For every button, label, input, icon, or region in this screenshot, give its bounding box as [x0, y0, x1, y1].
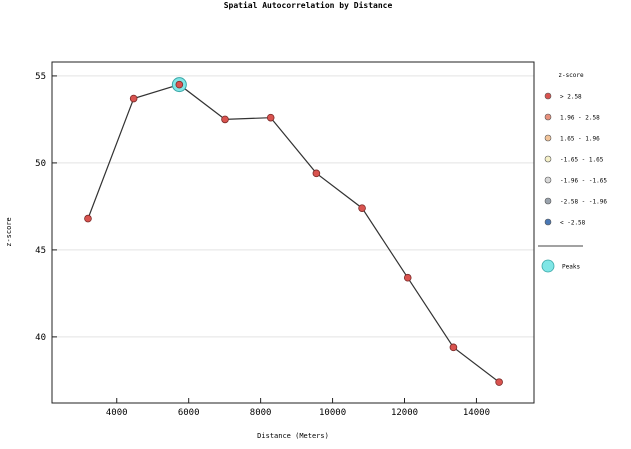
legend: z-score > 2.58 1.96 - 2.58 1.65 - 1.96 -1.65… [538, 72, 607, 273]
data-series [84, 77, 503, 386]
x-tick-label: 4000 [106, 408, 128, 418]
y-tick-label: 55 [35, 72, 46, 82]
data-point [403, 273, 412, 282]
legend-item-label: > 2.58 [560, 94, 582, 101]
plot-area [51, 61, 535, 404]
legend-item-label: 1.96 - 2.58 [560, 115, 600, 122]
grid [52, 75, 534, 338]
data-point [312, 169, 321, 178]
axis-ticks: 40 45 50 55 4000 6000 8000 10000 12000 14000 [35, 72, 490, 418]
series-line [87, 83, 500, 383]
y-tick-label: 40 [35, 333, 46, 343]
legend-swatch [544, 218, 552, 226]
legend-swatch [544, 197, 552, 205]
legend-swatch [544, 134, 552, 142]
data-point [129, 94, 138, 103]
data-point [449, 343, 458, 352]
chart-title: Spatial Autocorrelation by Distance [224, 0, 393, 10]
data-point [175, 80, 184, 89]
data-point [84, 214, 92, 223]
legend-item-label: 1.65 - 1.96 [560, 136, 600, 143]
x-axis-label: Distance (Meters) [257, 432, 329, 440]
data-point [221, 115, 229, 124]
legend-swatch [544, 113, 552, 121]
y-tick-label: 45 [35, 246, 46, 256]
x-tick-label: 12000 [391, 408, 418, 418]
legend-swatch [544, 155, 552, 163]
data-point [266, 113, 275, 122]
legend-peaks-label: Peaks [562, 264, 580, 271]
data-point [358, 204, 366, 212]
legend-swatch [544, 92, 552, 100]
x-tick-label: 10000 [319, 408, 346, 418]
data-point [495, 378, 503, 386]
y-axis-label: z-score [5, 217, 13, 247]
legend-peaks-swatch [541, 259, 555, 273]
legend-title: z-score [558, 72, 584, 79]
x-tick-label: 14000 [463, 408, 490, 418]
legend-item-label: -2.58 - -1.96 [560, 199, 607, 206]
y-tick-label: 50 [35, 159, 46, 169]
legend-item-label: -1.65 - 1.65 [560, 157, 604, 164]
x-tick-label: 8000 [250, 408, 272, 418]
x-tick-label: 6000 [178, 408, 200, 418]
legend-item-label: -1.96 - -1.65 [560, 178, 607, 185]
legend-item-label: < -2.58 [560, 220, 586, 227]
legend-swatch [544, 176, 552, 184]
